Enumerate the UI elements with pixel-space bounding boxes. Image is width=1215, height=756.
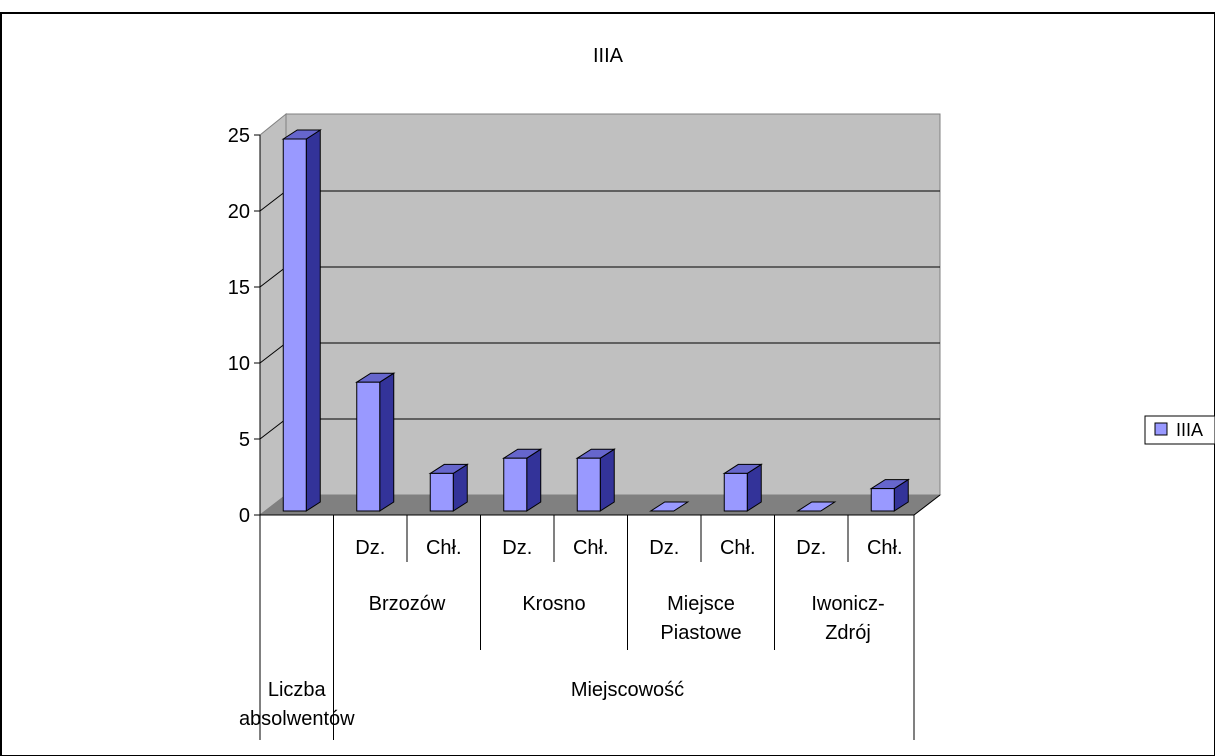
y-tick-label: 15 (228, 277, 250, 299)
bar (428, 463, 469, 512)
bar-front (429, 472, 454, 512)
x-city-label: Brzozów (369, 593, 446, 615)
bar (502, 448, 543, 512)
bar (355, 372, 396, 512)
x-sub-label: Chł. (867, 537, 903, 559)
x-city-label: Krosno (522, 593, 585, 615)
bar-front (576, 457, 601, 512)
y-tick-label: 20 (228, 201, 250, 223)
bar-front (282, 138, 307, 512)
bar-front (356, 381, 381, 512)
x-sub-label: Chł. (720, 537, 756, 559)
x-axis: Dz. Chł. Dz. Chł. Dz. Chł. Dz. Chł. Brzozów Krosn… (239, 494, 941, 740)
legend: IIIA (1144, 415, 1215, 445)
bar-side (599, 448, 615, 512)
bar (649, 501, 690, 512)
x-sub-label: Dz. (796, 537, 826, 559)
y-tick-label: 10 (228, 353, 250, 375)
bar-side (526, 448, 542, 512)
bar (281, 129, 322, 512)
legend-label: IIIA (1176, 420, 1203, 440)
bar-side (305, 129, 321, 512)
y-tick-label: 25 (228, 125, 250, 147)
x-sub-label: Dz. (355, 537, 385, 559)
x-sub-label: Dz. (502, 537, 532, 559)
x-city-label: Iwonicz-Zdrój (811, 593, 884, 644)
bar-top (796, 501, 837, 512)
bar-front (723, 472, 748, 512)
y-tick-label: 0 (239, 505, 250, 527)
bars (281, 129, 910, 512)
x-sub-label: Dz. (649, 537, 679, 559)
gridline-side (259, 342, 287, 364)
x-sub-label: Chł. (426, 537, 462, 559)
gridlines (259, 190, 940, 440)
bar (869, 478, 910, 512)
x-group-label: Liczba absolwentów (239, 679, 355, 730)
y-tick-label: 5 (239, 429, 250, 451)
x-axis-depth-line (913, 494, 941, 516)
x-sub-label: Chł. (573, 537, 609, 559)
y-axis: 0 5 10 15 20 25 (228, 125, 261, 527)
bar-front (870, 488, 895, 512)
bar (796, 501, 837, 512)
bar (575, 448, 616, 512)
side-wall (259, 112, 287, 517)
bar-side (379, 372, 395, 512)
bar-front (503, 457, 528, 512)
chart-title: IIIA (593, 45, 624, 67)
bar (722, 463, 763, 512)
gridline-side (259, 190, 287, 212)
gridline-side (259, 266, 287, 288)
gridline-side (259, 418, 287, 440)
x-group-label: Miejscowość (571, 679, 684, 701)
bar-top (649, 501, 690, 512)
x-city-label: Miejsce Piastowe (660, 593, 741, 644)
legend-swatch (1154, 422, 1168, 436)
